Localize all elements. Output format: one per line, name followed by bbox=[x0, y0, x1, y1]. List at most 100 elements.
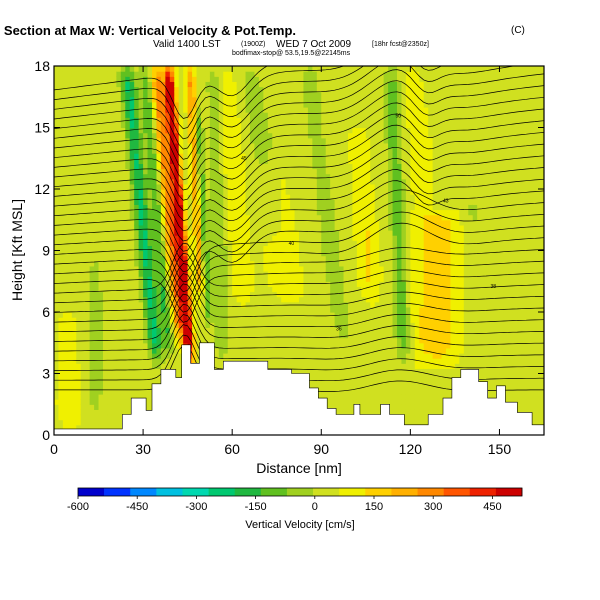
velocity-cell bbox=[54, 332, 60, 339]
velocity-cell bbox=[307, 317, 313, 323]
velocity-cell bbox=[183, 142, 189, 149]
velocity-cell bbox=[156, 71, 162, 77]
velocity-cell bbox=[227, 342, 233, 349]
velocity-cell bbox=[125, 142, 131, 149]
velocity-cell bbox=[223, 291, 229, 298]
velocity-cell bbox=[250, 342, 256, 349]
velocity-cell bbox=[67, 178, 73, 185]
velocity-cell bbox=[169, 76, 175, 82]
velocity-cell bbox=[80, 112, 86, 118]
velocity-cell bbox=[143, 117, 149, 123]
velocity-cell bbox=[281, 112, 287, 118]
velocity-cell bbox=[254, 183, 260, 190]
velocity-cell bbox=[58, 230, 64, 236]
velocity-cell bbox=[299, 327, 305, 334]
velocity-cell bbox=[299, 204, 305, 211]
velocity-cell bbox=[80, 358, 86, 364]
velocity-cell bbox=[250, 137, 256, 144]
velocity-cell bbox=[356, 137, 362, 144]
velocity-cell bbox=[71, 240, 77, 246]
velocity-cell bbox=[111, 404, 117, 410]
velocity-cell bbox=[361, 363, 367, 369]
velocity-cell bbox=[348, 183, 354, 190]
velocity-cell bbox=[134, 158, 140, 164]
velocity-cell bbox=[267, 245, 273, 252]
velocity-cell bbox=[120, 358, 126, 364]
velocity-cell bbox=[201, 250, 207, 257]
velocity-cell bbox=[103, 414, 109, 421]
velocity-cell bbox=[276, 178, 282, 185]
velocity-cell bbox=[281, 250, 287, 257]
velocity-cell bbox=[156, 132, 162, 139]
velocity-cell bbox=[98, 353, 104, 359]
velocity-cell bbox=[85, 214, 91, 221]
velocity-cell bbox=[241, 301, 247, 308]
velocity-cell bbox=[214, 66, 220, 72]
velocity-cell bbox=[339, 122, 345, 129]
velocity-cell bbox=[316, 342, 322, 349]
velocity-cell bbox=[254, 173, 260, 180]
velocity-cell bbox=[67, 81, 73, 88]
velocity-cell bbox=[214, 322, 220, 328]
velocity-cell bbox=[348, 394, 354, 400]
velocity-cell bbox=[339, 214, 345, 221]
velocity-cell bbox=[129, 230, 135, 236]
velocity-cell bbox=[209, 317, 215, 323]
velocity-cell bbox=[129, 173, 135, 180]
velocity-cell bbox=[76, 250, 82, 257]
velocity-cell bbox=[285, 214, 291, 221]
velocity-cell bbox=[54, 117, 60, 123]
velocity-cell bbox=[281, 76, 287, 82]
velocity-cell bbox=[134, 291, 140, 298]
velocity-cell bbox=[223, 194, 229, 200]
velocity-cell bbox=[58, 194, 64, 200]
velocity-cell bbox=[321, 209, 327, 216]
velocity-cell bbox=[196, 112, 202, 118]
velocity-cell bbox=[205, 194, 211, 200]
velocity-cell bbox=[134, 127, 140, 134]
velocity-cell bbox=[62, 230, 68, 236]
velocity-cell bbox=[299, 265, 305, 272]
velocity-cell bbox=[312, 281, 318, 287]
velocity-cell bbox=[307, 81, 313, 88]
velocity-cell bbox=[205, 224, 211, 231]
velocity-cell bbox=[138, 107, 144, 113]
velocity-cell bbox=[254, 353, 260, 359]
velocity-cell bbox=[272, 342, 278, 349]
velocity-cell bbox=[54, 76, 60, 82]
velocity-cell bbox=[152, 76, 158, 82]
velocity-cell bbox=[263, 342, 269, 349]
velocity-cell bbox=[165, 127, 171, 134]
velocity-cell bbox=[263, 245, 269, 252]
velocity-cell bbox=[111, 96, 117, 103]
velocity-cell bbox=[299, 363, 305, 369]
velocity-cell bbox=[156, 296, 162, 303]
velocity-cell bbox=[201, 332, 207, 339]
velocity-cell bbox=[218, 183, 224, 190]
velocity-cell bbox=[98, 158, 104, 164]
velocity-cell bbox=[281, 163, 287, 170]
velocity-cell bbox=[312, 189, 318, 195]
velocity-cell bbox=[214, 317, 220, 323]
velocity-cell bbox=[258, 281, 264, 287]
velocity-cell bbox=[276, 163, 282, 170]
velocity-cell bbox=[209, 194, 215, 200]
velocity-cell bbox=[80, 296, 86, 303]
velocity-cell bbox=[352, 178, 358, 185]
velocity-cell bbox=[272, 112, 278, 118]
velocity-cell bbox=[241, 178, 247, 185]
velocity-cell bbox=[245, 301, 251, 308]
velocity-cell bbox=[258, 209, 264, 216]
velocity-cell bbox=[192, 66, 198, 72]
velocity-cell bbox=[67, 96, 73, 103]
velocity-cell bbox=[71, 209, 77, 216]
velocity-cell bbox=[294, 363, 300, 369]
velocity-cell bbox=[76, 368, 82, 375]
velocity-cell bbox=[80, 271, 86, 277]
velocity-cell bbox=[85, 255, 91, 262]
velocity-cell bbox=[125, 342, 131, 349]
velocity-cell bbox=[299, 306, 305, 313]
velocity-cell bbox=[165, 353, 171, 359]
velocity-cell bbox=[330, 368, 336, 375]
velocity-cell bbox=[94, 168, 100, 175]
